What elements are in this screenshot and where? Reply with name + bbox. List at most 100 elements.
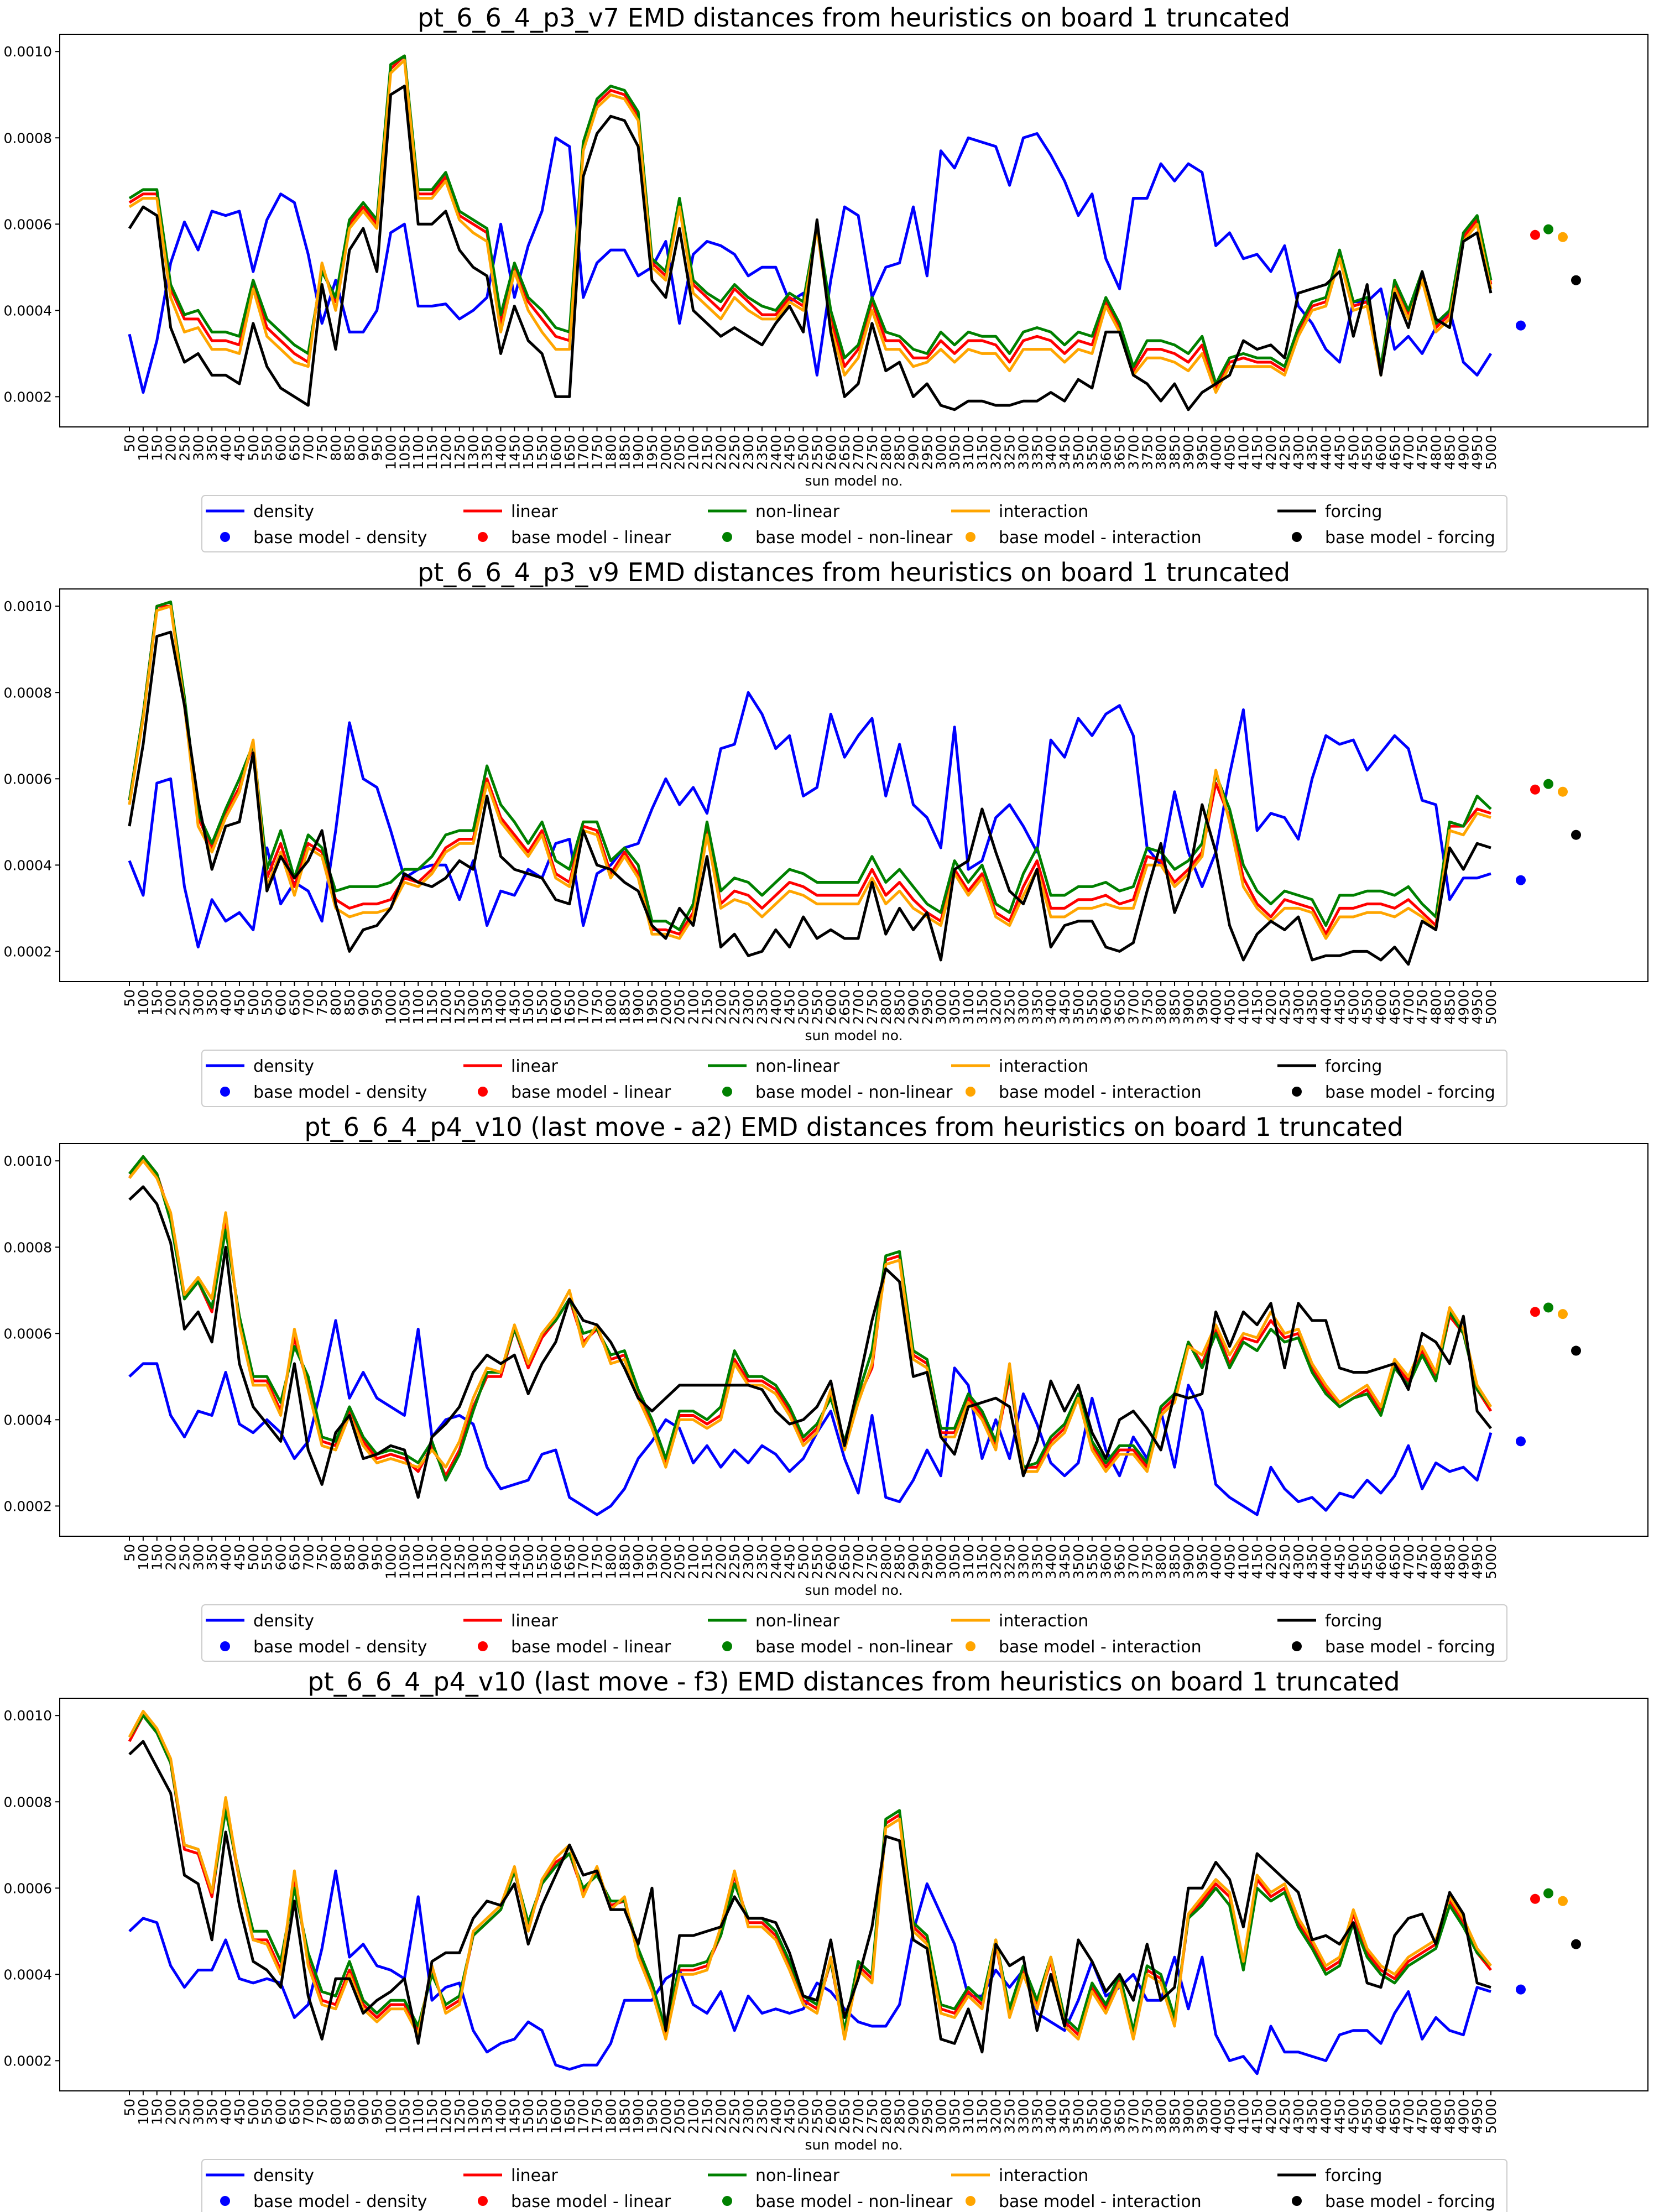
x-tick-label: 4000 — [1208, 1544, 1224, 1579]
x-tick-label: 1150 — [424, 1544, 440, 1579]
x-tick-label: 2350 — [754, 989, 770, 1025]
x-tick-label: 500 — [246, 2099, 262, 2125]
x-tick-label: 1700 — [576, 435, 592, 470]
x-tick-label: 3650 — [1112, 1544, 1128, 1579]
x-tick-label: 2050 — [672, 1544, 688, 1579]
x-tick-label: 1350 — [479, 1544, 495, 1579]
x-tick-label: 1200 — [438, 435, 454, 470]
x-tick-label: 4200 — [1263, 435, 1279, 470]
x-tick-label: 250 — [176, 435, 192, 461]
x-tick-label: 150 — [149, 1544, 165, 1571]
x-tick-label: 4100 — [1235, 435, 1251, 470]
plot-frame — [59, 588, 1648, 982]
x-tick-label: 2600 — [823, 1544, 839, 1579]
x-tick-label: 3300 — [1015, 989, 1031, 1025]
x-tick-label: 2000 — [658, 989, 674, 1025]
y-tick-label: 0.0004 — [4, 302, 52, 319]
x-tick-label: 2850 — [892, 435, 908, 470]
x-tick-label: 4050 — [1222, 2099, 1238, 2134]
x-tick-label: 4400 — [1318, 435, 1334, 470]
x-tick-label: 4800 — [1428, 1544, 1444, 1579]
x-tick-label: 2400 — [768, 435, 784, 470]
x-tick-label: 3000 — [933, 2099, 949, 2134]
legend-label-base-linear: base model - linear — [511, 1083, 671, 1102]
x-tick-label: 1100 — [410, 989, 426, 1025]
legend-label-base-linear: base model - linear — [511, 2192, 671, 2211]
x-tick-label: 1000 — [383, 2099, 399, 2134]
x-tick-label: 100 — [135, 1544, 152, 1571]
x-tick-label: 1650 — [562, 435, 578, 470]
base-model-point-linear — [1530, 1893, 1540, 1904]
x-tick-label: 2800 — [878, 1544, 894, 1579]
x-tick-label: 1150 — [424, 435, 440, 470]
x-tick-label: 1900 — [630, 2099, 646, 2134]
x-tick-label: 4950 — [1469, 435, 1485, 470]
x-tick-label: 3150 — [974, 435, 990, 470]
x-tick-label: 3650 — [1112, 989, 1128, 1025]
x-tick-label: 4150 — [1249, 2099, 1265, 2134]
x-tick-label: 700 — [300, 989, 316, 1016]
base-model-point-interaction — [1558, 232, 1568, 242]
x-tick-label: 2600 — [823, 989, 839, 1025]
x-tick-label: 2100 — [686, 1544, 702, 1579]
x-tick-label: 1150 — [424, 2099, 440, 2134]
y-tick-label: 0.0002 — [4, 1498, 52, 1514]
x-tick-label: 400 — [218, 2099, 234, 2125]
x-tick-label: 2900 — [906, 1544, 922, 1579]
x-tick-label: 3000 — [933, 1544, 949, 1579]
legend-label-base-density: base model - density — [253, 528, 427, 547]
x-tick-label: 3450 — [1057, 2099, 1073, 2134]
x-tick-label: 2050 — [672, 435, 688, 470]
x-tick-label: 2400 — [768, 2099, 784, 2134]
x-tick-label: 3400 — [1043, 435, 1059, 470]
x-tick-label: 550 — [259, 1544, 275, 1571]
legend-dot-swatch-non-linear — [722, 1087, 732, 1097]
base-model-point-linear — [1530, 1307, 1540, 1317]
legend-dot-swatch-forcing — [1292, 532, 1302, 542]
x-tick-label: 2000 — [658, 2099, 674, 2134]
legend-dot-swatch-forcing — [1292, 2196, 1302, 2206]
x-tick-label: 4150 — [1249, 1544, 1265, 1579]
series-line-density — [128, 1319, 1493, 1516]
x-tick-label: 4500 — [1345, 1544, 1361, 1579]
x-tick-label: 4250 — [1277, 2099, 1293, 2134]
x-tick-label: 3950 — [1194, 1544, 1211, 1579]
x-tick-label: 3450 — [1057, 435, 1073, 470]
x-tick-label: 1050 — [397, 2099, 413, 2134]
x-tick-label: 1700 — [576, 989, 592, 1025]
x-tick-label: 4550 — [1359, 1544, 1375, 1579]
x-tick-label: 2150 — [699, 435, 715, 470]
x-tick-label: 2700 — [851, 435, 867, 470]
x-tick-label: 4500 — [1345, 2099, 1361, 2134]
x-tick-label: 3200 — [988, 989, 1004, 1025]
base-model-point-forcing — [1571, 1345, 1581, 1356]
x-tick-label: 1000 — [383, 1544, 399, 1579]
x-tick-label: 3350 — [1029, 989, 1045, 1025]
x-tick-label: 3300 — [1015, 2099, 1031, 2134]
x-tick-label: 2000 — [658, 435, 674, 470]
base-model-point-linear — [1530, 784, 1540, 795]
legend-dot-swatch-non-linear — [722, 2196, 732, 2206]
x-tick-label: 4600 — [1373, 1544, 1389, 1579]
y-tick-label: 0.0002 — [4, 943, 52, 959]
x-tick-label: 2800 — [878, 435, 894, 470]
x-tick-label: 3850 — [1167, 2099, 1183, 2134]
x-tick-label: 4750 — [1415, 2099, 1431, 2134]
x-tick-label: 1350 — [479, 435, 495, 470]
chart-title: pt_6_6_4_p4_v10 (last move - f3) EMD dis… — [307, 1667, 1400, 1697]
x-tick-label: 4900 — [1455, 989, 1472, 1025]
x-tick-label: 650 — [286, 2099, 302, 2125]
x-tick-label: 4150 — [1249, 435, 1265, 470]
x-tick-label: 3900 — [1181, 435, 1197, 470]
x-tick-label: 2200 — [713, 2099, 729, 2134]
x-tick-label: 900 — [356, 1544, 372, 1571]
x-tick-label: 4850 — [1442, 2099, 1458, 2134]
x-tick-label: 2750 — [864, 1544, 880, 1579]
x-tick-label: 1600 — [548, 2099, 564, 2134]
x-tick-label: 4300 — [1291, 1544, 1307, 1579]
legend-label-base-interaction: base model - interaction — [999, 2192, 1202, 2211]
x-tick-label: 4050 — [1222, 1544, 1238, 1579]
x-tick-label: 1600 — [548, 1544, 564, 1579]
legend-label-linear: linear — [511, 1057, 559, 1076]
